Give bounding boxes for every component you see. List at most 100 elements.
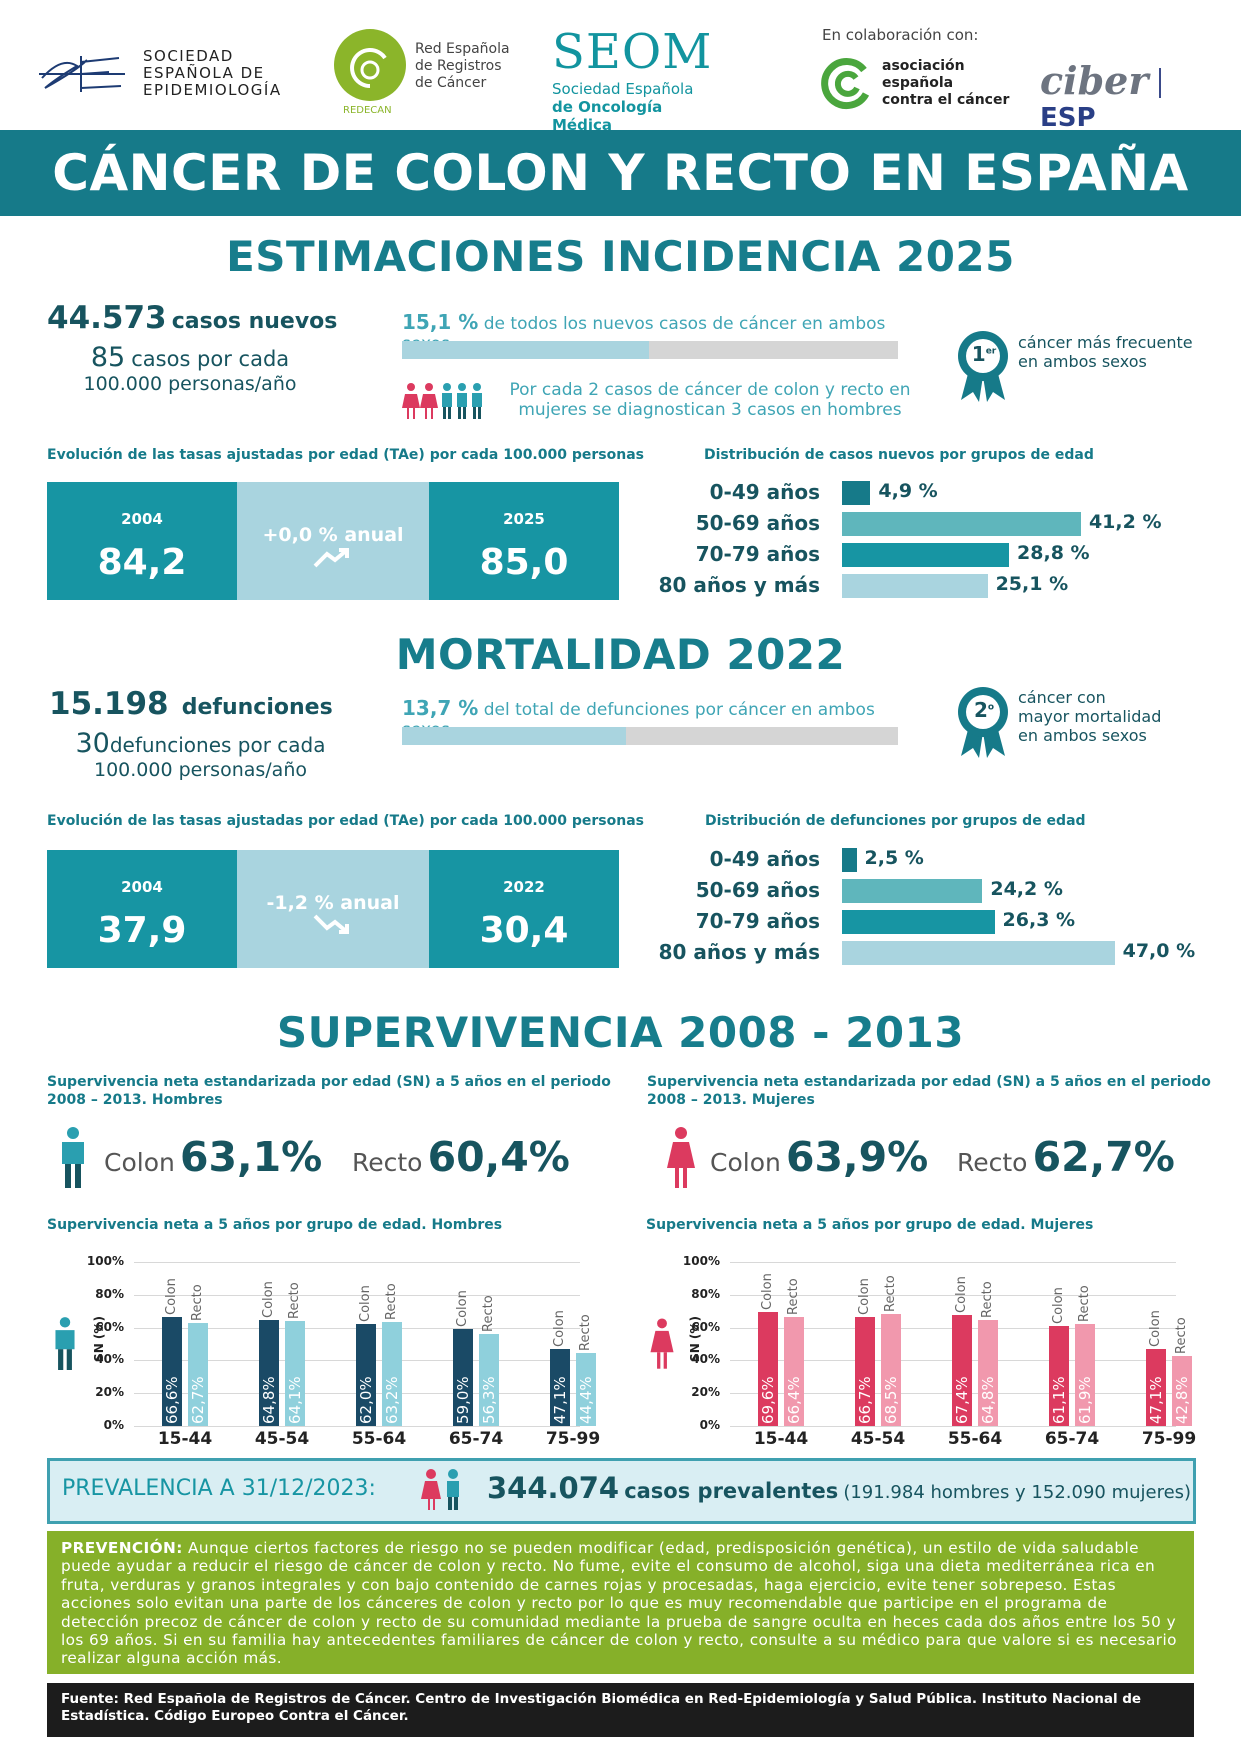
survival-women-bar-colon <box>1146 1348 1166 1426</box>
incidence-age-label: 50-69 años <box>695 511 820 535</box>
incidence-rank-line1: cáncer más frecuente <box>1018 333 1193 352</box>
survival-women-category-label: 15-44 <box>753 1429 809 1449</box>
woman-small-icon <box>650 1318 674 1369</box>
mortality-age-label: 70-79 años <box>695 909 820 933</box>
survival-women-y-tick: 100% <box>682 1254 720 1268</box>
collab-label: En colaboración con: <box>822 26 979 44</box>
survival-women-bar-series-label: Recto <box>1174 1317 1189 1354</box>
incidence-dist-head: Distribución de casos nuevos por grupos … <box>704 447 1094 463</box>
incidence-ratio-line2: mujeres se diagnostican 3 casos en hombr… <box>518 400 902 420</box>
survival-women-y-tick: 60% <box>691 1319 720 1334</box>
survival-men-category-label: 75-99 <box>545 1429 601 1449</box>
aecc-line1: asociación <box>882 58 965 74</box>
survival-women-bar-value-label: 66,7% <box>856 1376 874 1424</box>
rosette-icon <box>958 331 1008 402</box>
survival-men-bar-series-label: Recto <box>481 1295 496 1332</box>
incidence-tae-trend: +0,0 % anual <box>237 482 429 600</box>
survival-women-bar-series-label: Recto <box>883 1275 898 1312</box>
survival-women-grid-line <box>730 1262 1176 1263</box>
survival-women-bar-series-label: Colon <box>857 1277 872 1315</box>
incidence-pct-num: 15,1 % <box>402 310 479 334</box>
survival-men-bar-value-label: 66,6% <box>163 1376 181 1424</box>
see-line2: ESPAÑOLA DE <box>143 64 265 82</box>
incidence-tae-year1: 2004 <box>121 510 163 528</box>
incidence-rank-digit: 1 <box>971 342 986 366</box>
survival-men-bar-colon <box>259 1319 279 1426</box>
survival-women-recto: Recto 62,7% <box>957 1133 1175 1181</box>
survival-women-head-line1: Supervivencia neta estandarizada por eda… <box>647 1074 1211 1090</box>
survival-women-bar-series-label: Recto <box>1077 1285 1092 1323</box>
prevalence-label: PREVALENCIA A 31/12/2023: <box>62 1476 376 1501</box>
survival-men-recto-val: 60,4% <box>427 1133 570 1181</box>
mortality-deaths-lbl: defunciones <box>181 695 333 720</box>
survival-men-grid-line <box>134 1294 580 1296</box>
survival-men-bar-series-label: Recto <box>190 1284 205 1322</box>
mortality-tae-val2: 30,4 <box>479 910 569 951</box>
mortality-rate-num: 30 <box>75 728 110 759</box>
mortality-tae-head: Evolución de las tasas ajustadas por eda… <box>47 813 644 829</box>
survival-women-bar-value-label: 42,8% <box>1173 1376 1191 1424</box>
incidence-rank-text: cáncer más frecuente en ambos sexos <box>1018 333 1193 371</box>
incidence-age-value: 41,2 % <box>1088 511 1162 533</box>
incidence-rank-sup: er <box>985 346 997 357</box>
survival-women-bar-value-label: 67,4% <box>953 1376 971 1424</box>
incidence-tae-head: Evolución de las tasas ajustadas por eda… <box>47 447 644 463</box>
incidence-people-icon <box>402 383 482 419</box>
see-line3: EPIDEMIOLOGÍA <box>143 81 282 99</box>
survival-men-bar-series-label: Colon <box>164 1277 179 1315</box>
survival-women-bar-series-label: Recto <box>786 1278 801 1316</box>
incidence-cases-num: 44.573 <box>47 300 167 336</box>
redecan-line2: de Registros <box>415 58 502 74</box>
survival-women-bar-value-label: 61,9% <box>1076 1376 1094 1424</box>
survival-men-recto-word: Recto <box>352 1148 423 1177</box>
survival-women-bar-recto <box>978 1319 998 1426</box>
incidence-tae-panel: 2004 84,2 +0,0 % anual 2025 85,0 <box>47 482 619 600</box>
survival-men-bar-value-label: 47,1% <box>551 1376 569 1424</box>
survival-men-bar-value-label: 59,0% <box>454 1376 472 1424</box>
aecc-logo: asociación española contra el cáncer <box>820 56 1020 112</box>
incidence-tae-val2: 85,0 <box>479 542 569 583</box>
survival-men-bar-series-label: Colon <box>261 1280 276 1318</box>
mortality-age-bar <box>842 941 1115 965</box>
rosette-icon <box>958 687 1008 758</box>
survival-men-y-tick: 60% <box>95 1319 124 1334</box>
trend-up-icon <box>313 548 349 568</box>
mortality-pct: 13,7 % del total de defunciones por cánc… <box>402 696 922 740</box>
incidence-tae-val1: 84,2 <box>97 542 187 583</box>
mortality-tae-val1: 37,9 <box>97 910 187 951</box>
ciber-esp: ESP <box>1040 103 1096 133</box>
redecan-logo: REDECAN Red Española de Registros de Cán… <box>333 28 513 120</box>
survival-men-head-line2: 2008 – 2013. Hombres <box>47 1092 223 1108</box>
survival-men-bar-recto <box>188 1323 208 1426</box>
mortality-tae-trend: -1,2 % anual <box>237 850 429 968</box>
survival-men-y-tick: 0% <box>103 1418 124 1432</box>
couple-icon <box>421 1469 459 1510</box>
survival-men-category-label: 15-44 <box>157 1429 213 1449</box>
mortality-rank-badge: 2o <box>955 686 1011 758</box>
trend-down-icon <box>313 914 349 934</box>
redecan-tag: REDECAN <box>343 105 392 116</box>
mortality-pct-num: 13,7 % <box>402 696 479 720</box>
mortality-age-value: 26,3 % <box>1002 909 1076 931</box>
mortality-rate-lbl: defunciones por cada <box>109 733 326 757</box>
incidence-rank-num: 1er <box>969 342 999 366</box>
redecan-logo-icon <box>334 29 406 101</box>
survival-men-bar-value-label: 64,8% <box>260 1376 278 1424</box>
survival-women-category-label: 65-74 <box>1044 1429 1100 1449</box>
prevention-box: PREVENCIÓN: Aunque ciertos factores de r… <box>47 1531 1194 1674</box>
survival-women-bar-colon <box>952 1315 972 1426</box>
incidence-age-bar <box>842 543 1010 567</box>
survival-men-bar-recto <box>479 1333 499 1426</box>
survival-men-bar-series-label: Colon <box>552 1309 567 1347</box>
mortality-tae-year2: 2022 <box>503 878 545 896</box>
survival-men-grid-line <box>134 1262 580 1263</box>
survival-men-y-tick: 40% <box>95 1352 124 1367</box>
survival-men-bar-series-label: Colon <box>455 1290 470 1328</box>
survival-women-bar-recto <box>881 1313 901 1426</box>
survival-women-bar-value-label: 68,5% <box>882 1376 900 1424</box>
incidence-rate-num: 85 <box>90 342 126 373</box>
man-small-icon <box>55 1317 75 1370</box>
mortality-age-label: 0-49 años <box>709 847 820 871</box>
aecc-line2: española <box>882 75 954 91</box>
survival-men-recto: Recto 60,4% <box>352 1133 570 1181</box>
